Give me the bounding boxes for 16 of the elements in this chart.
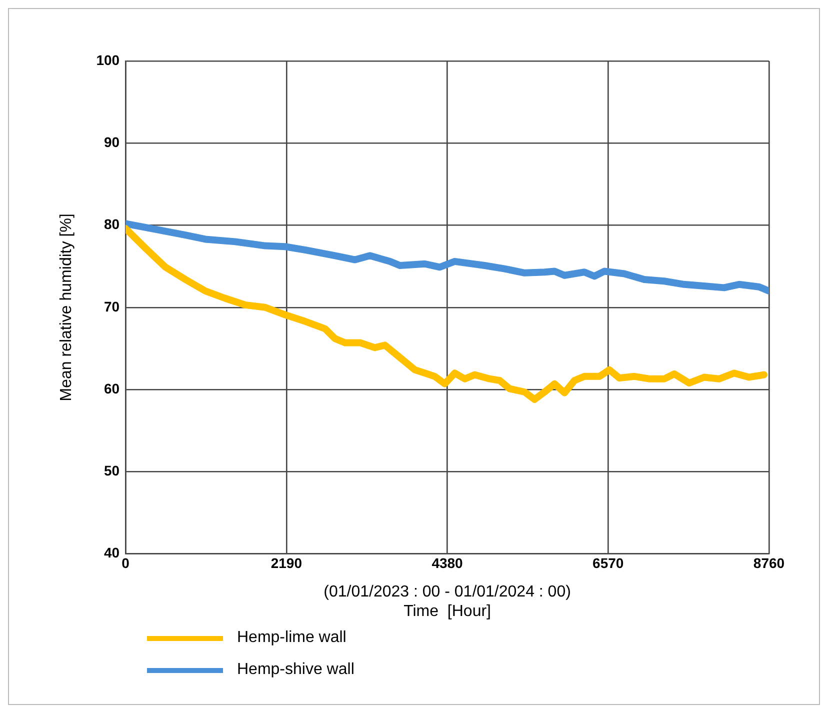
y-tick-label: 100 — [96, 52, 120, 68]
legend-label: Hemp-lime wall — [237, 629, 346, 647]
x-tick-label: 6570 — [592, 555, 624, 572]
x-tick-label: 0 — [122, 555, 130, 572]
y-axis-title: Mean relative humidity [%] — [58, 214, 76, 402]
x-tick-label: 8760 — [753, 555, 785, 572]
legend-label: Hemp-shive wall — [237, 661, 354, 679]
x-tick-label: 4380 — [432, 555, 464, 572]
y-tick-label: 60 — [104, 380, 120, 396]
y-tick-label: 80 — [104, 216, 120, 232]
y-tick-label: 40 — [104, 544, 120, 561]
x-tick-label: 2190 — [270, 555, 302, 572]
y-tick-label: 70 — [104, 298, 120, 314]
x-axis-title: (01/01/2023 : 00 - 01/01/2024 : 00) Time [Hour] — [324, 584, 571, 620]
y-tick-label: 90 — [104, 134, 120, 150]
y-tick-label: 50 — [104, 462, 120, 479]
